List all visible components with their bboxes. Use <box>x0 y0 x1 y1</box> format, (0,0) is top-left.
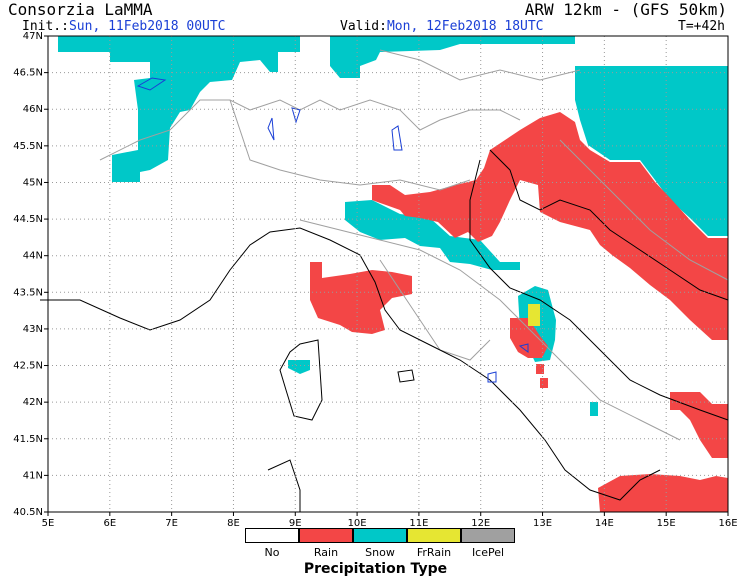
snow-area-northeast <box>575 66 728 236</box>
legend-swatch-frrain <box>407 528 461 543</box>
lat-tick-label: 43N <box>23 324 43 335</box>
legend-swatch-snow <box>353 528 407 543</box>
lat-tick-label: 45N <box>23 177 43 188</box>
lon-tick-label: 12E <box>471 518 490 529</box>
lat-tick-label: 42N <box>23 397 43 408</box>
border-balkans <box>559 139 729 281</box>
lon-tick-label: 8E <box>227 518 240 529</box>
border-regions-north <box>229 99 471 191</box>
forecast-lead-time: T=+42h <box>678 19 725 34</box>
legend-swatch-icepel <box>461 528 515 543</box>
coastline-istria-dalmatia <box>489 149 729 301</box>
lake-como <box>291 107 301 124</box>
map-frame <box>47 35 729 513</box>
lake-maggiore <box>267 117 275 141</box>
lon-tick-label: 15E <box>657 518 676 529</box>
init-label: Init.: <box>22 19 69 34</box>
lat-tick-label: 44.5N <box>13 214 43 225</box>
lat-tick-label: 46.5N <box>13 68 43 79</box>
lon-tick-label: 13E <box>533 518 552 529</box>
border-alpine <box>99 99 521 161</box>
map-axes: 47N 46.5N 46N 45.5N 45N 44.5N 44N 43.5N 43N 42.5N… <box>13 31 737 529</box>
lon-tick-label: 14E <box>595 518 614 529</box>
lake-trasimeno <box>487 371 497 383</box>
freezing-rain-area <box>528 304 540 326</box>
snow-area-corsica <box>288 360 310 374</box>
init-value: Sun, 11Feb2018 00UTC <box>68 19 226 34</box>
legend-title: Precipitation Type <box>303 561 448 577</box>
coastline-france-liguria <box>40 227 661 501</box>
lon-tick-label: 10E <box>348 518 367 529</box>
legend-label-no: No <box>264 546 280 559</box>
country-borders <box>99 49 729 441</box>
lat-tick-label: 40.5N <box>13 507 43 518</box>
lon-tick-label: 11E <box>409 518 428 529</box>
lat-tick-label: 41N <box>23 470 43 481</box>
lat-tick-label: 46N <box>23 104 43 115</box>
lake-garda <box>391 125 403 151</box>
lon-tick-label: 7E <box>165 518 178 529</box>
lon-tick-label: 9E <box>289 518 302 529</box>
lat-tick-label: 44N <box>23 251 43 262</box>
lake-geneva <box>136 77 167 91</box>
lat-tick-label: 43.5N <box>13 287 43 298</box>
valid-value: Mon, 12Feb2018 18UTC <box>386 19 544 34</box>
lon-tick-label: 5E <box>42 518 55 529</box>
lake-bolsena <box>518 343 529 353</box>
coastline-adriatic-italy <box>469 159 729 421</box>
lat-tick-label: 47N <box>23 31 43 42</box>
lat-tick-label: 45.5N <box>13 141 43 152</box>
rain-area-south-italy <box>598 474 728 512</box>
coastline-elba <box>397 369 415 383</box>
snow-area-small-south <box>590 402 598 416</box>
organization-title: Consorzia LaMMA <box>8 0 153 19</box>
valid-time: Valid:Mon, 12Feb2018 18UTC <box>340 20 544 33</box>
precipitation-areas <box>58 36 728 512</box>
snow-area-apennine-band <box>345 200 520 270</box>
legend-label-snow: Snow <box>365 546 395 559</box>
snow-area-alps-central <box>330 36 575 78</box>
init-time: Init.:Sun, 11Feb2018 00UTC <box>22 20 226 33</box>
legend-swatch-no <box>245 528 299 543</box>
lon-tick-label: 16E <box>718 518 737 529</box>
lon-tick-label: 6E <box>103 518 116 529</box>
coastline-corsica <box>279 339 323 421</box>
lakes <box>136 77 529 383</box>
legend-swatch-rain <box>299 528 353 543</box>
model-title: ARW 12km - (GFS 50km) <box>524 0 727 19</box>
snow-area-alps-west <box>58 36 300 182</box>
lat-tick-label: 41.5N <box>13 434 43 445</box>
coastlines <box>40 149 729 512</box>
rain-area-small-1 <box>540 378 548 388</box>
rain-area-small-2 <box>536 364 544 374</box>
lat-tick-label: 42.5N <box>13 361 43 372</box>
rain-area-ligurian-sea <box>310 262 412 334</box>
rain-area-central-apennine <box>510 318 548 358</box>
legend-label-icepel: IcePel <box>471 546 505 559</box>
legend-label-rain: Rain <box>313 546 339 559</box>
rain-area-adriatic <box>372 112 728 340</box>
border-regions-tuscany <box>379 259 491 361</box>
valid-label: Valid: <box>340 19 387 34</box>
border-north-austria <box>379 49 581 81</box>
rain-area-puglia <box>670 392 728 458</box>
border-regions-centre <box>299 219 681 441</box>
coastline-sardinia <box>267 459 301 512</box>
legend-label-frrain: FrRain <box>416 546 452 559</box>
